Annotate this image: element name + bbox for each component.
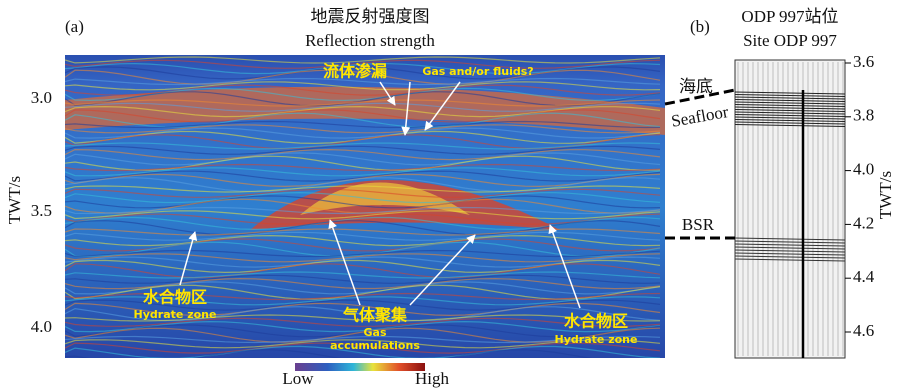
panel-label: (b) [690, 17, 710, 36]
annotation: Hydrate zone [134, 308, 217, 321]
y-tick-label: 4.2 [853, 213, 874, 232]
y-tick-label: 3.6 [853, 52, 874, 71]
seafloor-label: Seafloor [670, 102, 730, 131]
colorbar [295, 363, 425, 371]
panel-label: (a) [65, 17, 84, 36]
axis-label: TWT/s [876, 171, 895, 219]
annotation: 水合物区 [143, 288, 207, 307]
annotation: accumulations [330, 339, 420, 352]
y-tick-label: 4.4 [853, 267, 875, 286]
title: ODP 997站位 [741, 7, 838, 26]
axis-label: TWT/s [5, 176, 24, 224]
colorbar-high: High [415, 369, 450, 388]
figure: (a) 地震反射强度图 Reflection strength 3.0 3.5 … [0, 0, 898, 388]
annotation: Gas and/or fluids? [422, 65, 533, 78]
title: Site ODP 997 [743, 31, 837, 50]
y-tick-label: 4.6 [853, 321, 874, 340]
y-tick-label: 3.0 [31, 88, 52, 107]
colorbar-low: Low [282, 369, 314, 388]
y-tick-label: 4.0 [31, 317, 52, 336]
annotation: Gas [364, 326, 387, 339]
y-tick-label: 4.0 [853, 160, 874, 179]
annotation: 流体渗漏 [323, 62, 387, 81]
y-tick-label: 3.8 [853, 106, 874, 125]
y-tick-label: 3.5 [31, 201, 52, 220]
bsr-label: BSR [682, 215, 715, 234]
seafloor-label: 海底 [679, 77, 713, 96]
annotation: 水合物区 [564, 312, 628, 331]
title-cn: 地震反射强度图 [311, 7, 430, 26]
title-en: Reflection strength [305, 31, 435, 50]
annotation: 气体聚集 [342, 306, 408, 325]
annotation: Hydrate zone [555, 333, 638, 346]
